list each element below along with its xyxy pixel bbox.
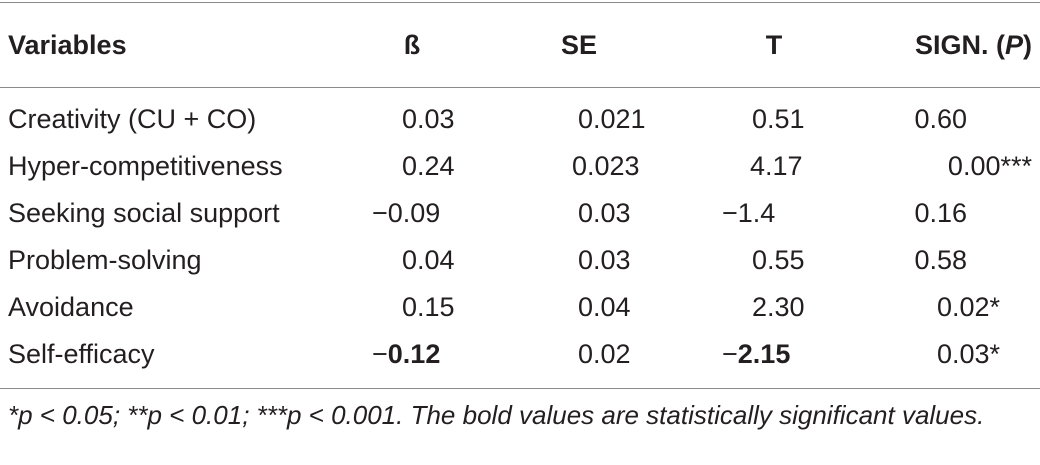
cell-t: 0.51	[752, 104, 805, 134]
cell-beta-value: 0.12	[387, 339, 441, 369]
cell-variable: Self-efficacy	[8, 339, 155, 369]
cell-beta-sign: −	[372, 339, 388, 369]
cell-significance: 0.58	[914, 245, 967, 275]
cell-t: 4.17	[750, 151, 803, 181]
cell-significance: 0.16	[914, 198, 967, 228]
cell-variable: Seeking social support	[8, 198, 280, 228]
cell-beta: 0.24	[402, 151, 455, 181]
header-variables: Variables	[8, 29, 127, 60]
header-significance: SIGN. (P)	[826, 3, 1040, 87]
cell-variable: Creativity (CU + CO)	[8, 104, 257, 134]
cell-se: 0.04	[578, 292, 631, 322]
cell-se: 0.023	[572, 151, 640, 181]
cell-significance: 0.02*	[936, 292, 1000, 322]
table-row: Problem-solving 0.04 0.03 0.55 0.58	[0, 237, 1040, 284]
table-row: Self-efficacy −0.12 0.02 −2.15 0.03*	[0, 331, 1040, 378]
cell-variable: Problem-solving	[8, 245, 202, 275]
table-header-rule	[0, 87, 1040, 88]
table-top-rule	[0, 2, 1040, 3]
header-significance-close: )	[1023, 29, 1032, 60]
cell-variable: Hyper-competitiveness	[8, 151, 283, 181]
header-significance-label: SIGN. (	[914, 29, 1005, 60]
table-row: Hyper-competitiveness 0.24 0.023 4.17 0.…	[0, 143, 1040, 190]
regression-table: Variables ß SE T SIGN. (P) Creativity (C…	[0, 3, 1040, 378]
table-bottom-rule	[0, 388, 1040, 389]
cell-beta: 0.04	[402, 245, 455, 275]
header-beta: ß	[403, 29, 421, 60]
cell-t: 2.30	[752, 292, 805, 322]
cell-beta: −0.12	[350, 331, 468, 378]
table-header-row: Variables ß SE T SIGN. (P)	[0, 3, 1040, 87]
cell-significance: 0.03*	[936, 339, 1000, 369]
table-row: Creativity (CU + CO) 0.03 0.021 0.51 0.6…	[0, 87, 1040, 143]
cell-beta: 0.03	[402, 104, 455, 134]
cell-t: −2.15	[654, 331, 826, 378]
cell-significance: 0.60	[914, 104, 967, 134]
header-se: SE	[560, 29, 598, 60]
table-row: Avoidance 0.15 0.04 2.30 0.02*	[0, 284, 1040, 331]
table-footnote: *p < 0.05; **p < 0.01; ***p < 0.001. The…	[8, 400, 985, 430]
cell-t-sign: −	[722, 339, 738, 369]
cell-t: 0.55	[752, 245, 805, 275]
cell-variable: Avoidance	[8, 292, 134, 322]
cell-se: 0.021	[578, 104, 646, 134]
cell-se: 0.02	[578, 339, 631, 369]
cell-se: 0.03	[578, 245, 631, 275]
cell-t-value: 2.15	[737, 339, 791, 369]
cell-t: −1.4	[722, 198, 776, 228]
cell-significance: 0.00***	[947, 151, 1032, 181]
cell-beta: 0.15	[402, 292, 455, 322]
table-row: Seeking social support −0.09 0.03 −1.4 0…	[0, 190, 1040, 237]
cell-se: 0.03	[578, 198, 631, 228]
cell-beta: −0.09	[372, 198, 441, 228]
header-significance-p: P	[1004, 29, 1023, 60]
header-t: T	[765, 29, 783, 60]
